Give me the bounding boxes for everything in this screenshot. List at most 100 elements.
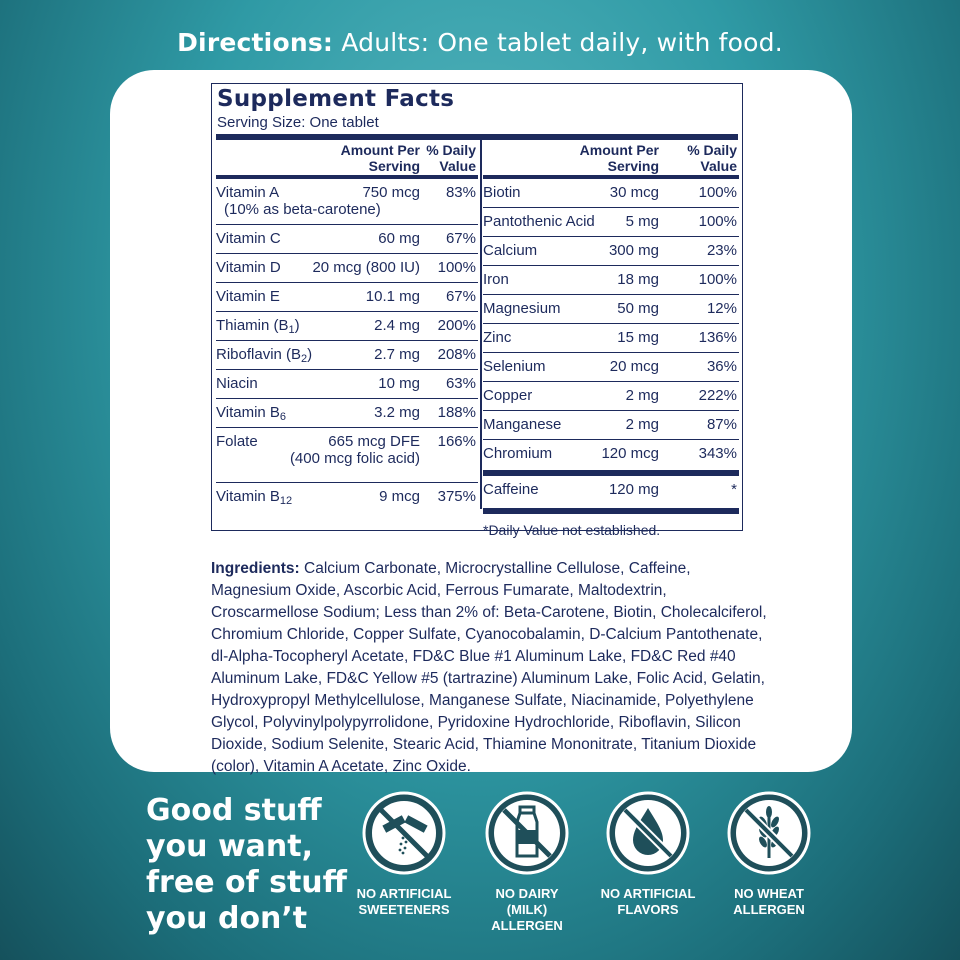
tagline-line: free of stuff bbox=[146, 865, 347, 900]
nutrient-name: Copper bbox=[483, 387, 533, 404]
badge-caption-line: SWEETENERS bbox=[358, 902, 450, 917]
nutrient-row: Selenium 20 mcg 36% bbox=[483, 353, 739, 382]
nutrient-daily-value: 136% bbox=[698, 329, 737, 346]
badge-caption-line: NO ARTIFICIAL bbox=[356, 886, 452, 901]
nutrient-row: Iron 18 mg 100% bbox=[483, 266, 739, 295]
nutrient-daily-value: 87% bbox=[706, 416, 737, 433]
nutrient-daily-value: 100% bbox=[698, 213, 737, 230]
nutrient-daily-value: 222% bbox=[698, 387, 737, 404]
nutrient-name: Vitamin B bbox=[216, 488, 280, 505]
tagline-line: you don’t bbox=[146, 901, 308, 936]
nutrient-row: Vitamin B6 3.2 mg 188% bbox=[216, 399, 478, 428]
wheat-icon bbox=[727, 791, 811, 875]
nutrient-row: Vitamin D 20 mcg (800 IU) 100% bbox=[216, 254, 478, 283]
badge-no-artificial-sweeteners: NO ARTIFICIAL SWEETENERS bbox=[329, 790, 479, 918]
nutrient-name: Vitamin C bbox=[216, 230, 281, 247]
nutrient-amount: 10 mg bbox=[378, 375, 420, 392]
supplement-facts-panel: Supplement Facts Serving Size: One table… bbox=[211, 83, 743, 538]
nutrient-name-group: Vitamin B12 bbox=[216, 488, 292, 510]
nutrient-name-suffix: ) bbox=[294, 317, 300, 334]
nutrient-name: Vitamin E bbox=[216, 288, 280, 305]
nutrient-name-group: Riboflavin (B2) bbox=[216, 346, 312, 368]
nutrient-name: Zinc bbox=[483, 329, 512, 346]
nutrient-amount: 10.1 mg bbox=[365, 288, 420, 305]
nutrient-name: Vitamin B bbox=[216, 404, 280, 421]
nutrient-row: Thiamin (B1) 2.4 mg 200% bbox=[216, 312, 478, 341]
directions-text: Adults: One tablet daily, with food. bbox=[341, 28, 783, 57]
nutrient-name: Caffeine bbox=[483, 481, 539, 498]
nutrient-name: Thiamin (B bbox=[216, 317, 289, 334]
dv-header-line2: Value bbox=[700, 158, 737, 174]
label-card: Supplement Facts Serving Size: One table… bbox=[110, 70, 852, 775]
supplement-facts-title: Supplement Facts bbox=[217, 86, 455, 112]
nutrient-row: Vitamin A 750 mcg 83% (10% as beta-carotene… bbox=[216, 179, 478, 225]
nutrient-row: Chromium 120 mcg 343% bbox=[483, 440, 739, 468]
nutrient-note: (10% as beta-carotene) bbox=[224, 201, 381, 218]
ingredients-label: Ingredients: bbox=[211, 560, 300, 577]
nutrient-row: Niacin 10 mg 63% bbox=[216, 370, 478, 399]
nutrient-amount: 2 mg bbox=[625, 387, 659, 404]
amount-header-line1: Amount Per bbox=[340, 142, 420, 158]
header-rule bbox=[216, 134, 738, 140]
nutrient-daily-value: 36% bbox=[706, 358, 737, 375]
nutrient-subscript: 12 bbox=[279, 495, 293, 507]
nutrient-name-suffix: ) bbox=[307, 346, 313, 363]
amount-header-line2: Serving bbox=[607, 158, 659, 174]
nutrient-name: Pantothenic Acid bbox=[483, 213, 595, 230]
dv-header-line1: % Daily bbox=[426, 142, 476, 158]
column-divider bbox=[480, 139, 482, 509]
nutrient-amount: 5 mg bbox=[625, 213, 659, 230]
column-header: Amount Per Serving % Daily Value bbox=[216, 139, 478, 179]
nutrient-amount: 2.7 mg bbox=[374, 346, 420, 363]
badge-no-artificial-flavors: NO ARTIFICIAL FLAVORS bbox=[573, 790, 723, 918]
nutrient-name: Chromium bbox=[483, 445, 553, 462]
nutrient-amount: 120 mg bbox=[608, 481, 659, 498]
caffeine-rule bbox=[483, 470, 739, 476]
nutrient-daily-value: 208% bbox=[437, 346, 476, 363]
badge-caption: NO DAIRY (MILK) ALLERGEN bbox=[452, 886, 602, 934]
dv-header: % Daily Value bbox=[687, 142, 737, 174]
daily-value-footnote: *Daily Value not established. bbox=[483, 522, 661, 538]
sweetener-packet-icon bbox=[362, 791, 446, 875]
nutrient-name: Selenium bbox=[483, 358, 546, 375]
milk-bottle-icon bbox=[485, 791, 569, 875]
nutrient-amount: 300 mg bbox=[608, 242, 659, 259]
badge-caption: NO ARTIFICIAL FLAVORS bbox=[573, 886, 723, 918]
nutrient-row: Manganese 2 mg 87% bbox=[483, 411, 739, 440]
nutrient-amount: 30 mcg bbox=[609, 184, 659, 201]
nutrient-amount: 3.2 mg bbox=[374, 404, 420, 421]
nutrient-name: Manganese bbox=[483, 416, 562, 433]
nutrient-amount: 20 mcg (800 IU) bbox=[312, 259, 420, 276]
tagline-line: Good stuff bbox=[146, 793, 322, 828]
droplet-icon bbox=[606, 791, 690, 875]
serving-size: Serving Size: One tablet bbox=[217, 114, 379, 131]
nutrient-amount: 50 mg bbox=[617, 300, 659, 317]
amount-header-line1: Amount Per bbox=[579, 142, 659, 158]
nutrient-name-group: Thiamin (B1) bbox=[216, 317, 300, 339]
facts-column-right: Amount Per Serving % Daily Value Biotin 3… bbox=[483, 139, 739, 538]
ingredients-list: Calcium Carbonate, Microcrystalline Cell… bbox=[211, 560, 767, 775]
dv-header: % Daily Value bbox=[426, 142, 476, 174]
nutrient-daily-value: 12% bbox=[706, 300, 737, 317]
badge-caption-line: ALLERGEN bbox=[733, 902, 805, 917]
nutrient-row: Riboflavin (B2) 2.7 mg 208% bbox=[216, 341, 478, 370]
nutrient-daily-value: * bbox=[731, 481, 737, 498]
amount-header-line2: Serving bbox=[368, 158, 420, 174]
nutrient-subscript: 6 bbox=[279, 411, 287, 423]
nutrient-daily-value: 23% bbox=[706, 242, 737, 259]
nutrient-daily-value: 100% bbox=[698, 184, 737, 201]
nutrient-name: Vitamin D bbox=[216, 259, 281, 276]
dv-header-line2: Value bbox=[439, 158, 476, 174]
nutrient-row: Zinc 15 mg 136% bbox=[483, 324, 739, 353]
nutrient-daily-value: 188% bbox=[437, 404, 476, 421]
nutrient-row: Vitamin B12 9 mcg 375% bbox=[216, 483, 478, 513]
nutrient-amount: 9 mcg bbox=[379, 488, 420, 505]
nutrient-amount: 15 mg bbox=[617, 329, 659, 346]
nutrient-row: Calcium 300 mg 23% bbox=[483, 237, 739, 266]
nutrient-daily-value: 166% bbox=[437, 433, 476, 450]
tagline: Good stuff you want, free of stuff you d… bbox=[146, 793, 347, 937]
tagline-line: you want, bbox=[146, 829, 314, 864]
nutrient-amount: 20 mcg bbox=[609, 358, 659, 375]
nutrient-daily-value: 63% bbox=[445, 375, 476, 392]
badge-caption-line: (MILK) bbox=[506, 902, 548, 917]
